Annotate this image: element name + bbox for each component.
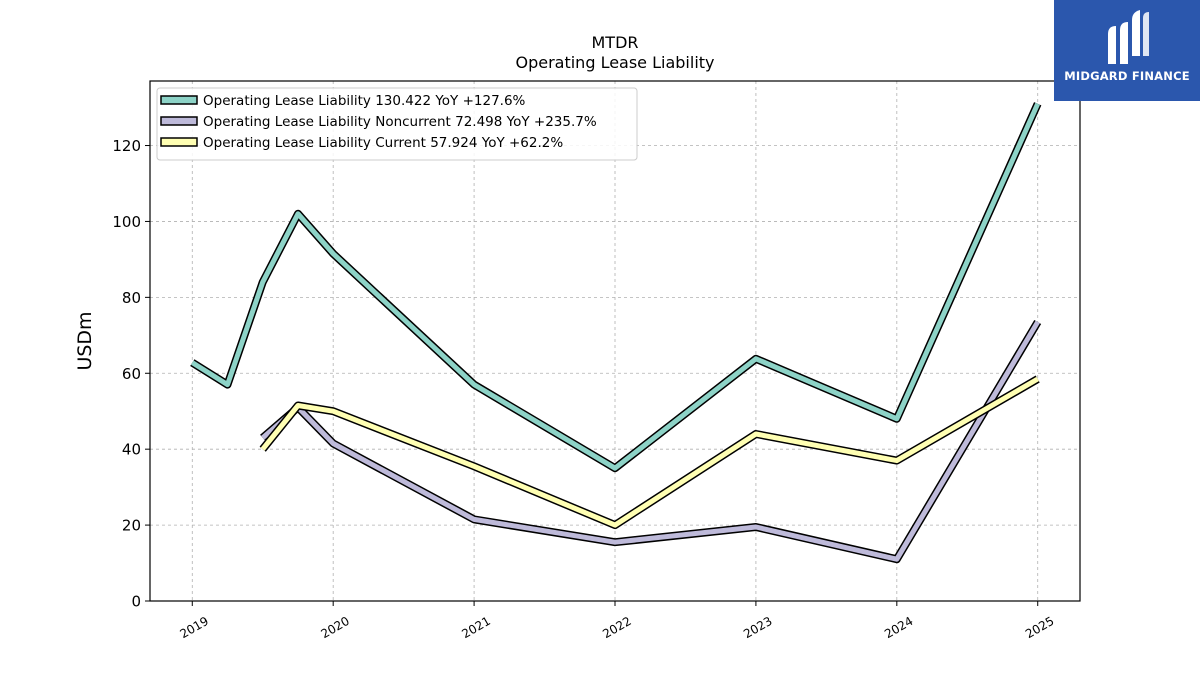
brand-name: MIDGARD FINANCE [1064,69,1190,83]
y-tick-label-4: 80 [122,289,141,307]
chart-title: MTDR [591,33,638,52]
legend-label-0: Operating Lease Liability 130.422 YoY +1… [203,93,526,109]
chart-subtitle: Operating Lease Liability [515,53,714,72]
legend-box [156,87,638,161]
axis-ticks: 2019 2020 2021 2022 2023 2024 2025 0 20 40 60 80 100… [112,137,1056,641]
x-tick-label-2: 2021 [459,614,492,641]
x-tick-label-0: 2019 [178,614,211,641]
series-lines [190,102,1042,564]
y-tick-label-5: 100 [112,213,141,231]
x-tick-label-6: 2025 [1023,614,1056,641]
y-tick-label-0: 0 [131,593,141,611]
y-tick-label-2: 40 [122,441,141,459]
series-line-0 [190,102,1040,471]
midgard-logo-icon [1108,10,1149,64]
series-line-2 [260,376,1039,528]
y-axis-label: USDm [74,311,96,370]
legend-swatch-0 [160,95,198,105]
x-tick-label-3: 2022 [600,614,633,641]
x-tick-label-1: 2020 [318,614,351,641]
brand-logo: MIDGARD FINANCE [1054,0,1200,101]
series-line-1 [261,320,1040,562]
y-tick-label-1: 20 [122,517,141,535]
legend-label-1: Operating Lease Liability Noncurrent 72.… [203,114,597,130]
legend-label-2: Operating Lease Liability Current 57.924… [203,135,563,151]
y-tick-label-6: 120 [112,137,141,155]
x-tick-label-4: 2023 [741,614,774,641]
y-tick-label-3: 60 [122,365,141,383]
legend-swatch-1 [160,116,198,126]
legend-swatch-2 [160,137,198,147]
x-tick-label-5: 2024 [882,614,915,641]
legend: Operating Lease Liability 130.422 YoY +1… [156,87,638,161]
